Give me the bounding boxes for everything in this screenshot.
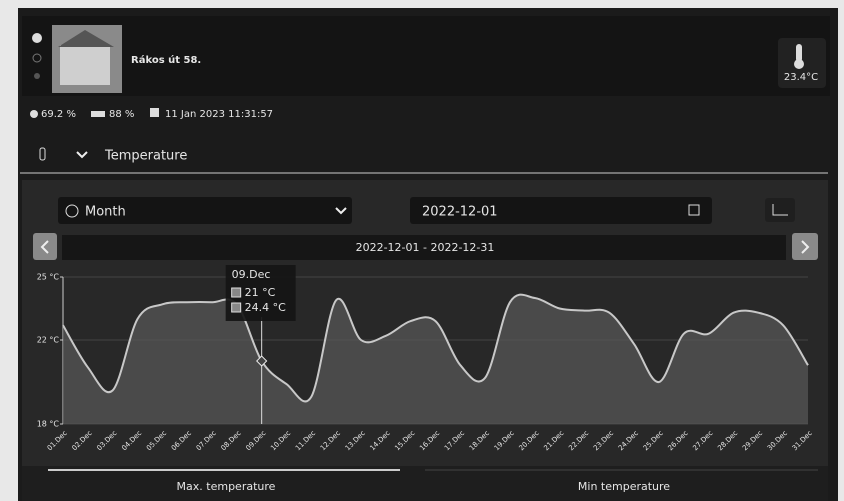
tooltip-item: 24.4 °C	[245, 301, 286, 314]
section-icon	[39, 147, 46, 161]
tabs-bar	[22, 466, 828, 501]
y-tick-label: 25 °C	[37, 273, 60, 282]
prev-button[interactable]	[33, 233, 57, 260]
humidity-icon	[30, 110, 38, 118]
tooltip-swatch	[231, 302, 242, 313]
chart-button[interactable]	[765, 198, 795, 222]
date-input[interactable]	[410, 197, 712, 224]
range-bar	[62, 235, 786, 260]
house-shape	[60, 45, 110, 85]
house-roof	[58, 30, 114, 47]
period-select[interactable]	[58, 197, 352, 224]
next-arrow	[801, 240, 810, 254]
flag-icon	[150, 108, 159, 117]
share-icon[interactable]	[34, 73, 40, 79]
tooltip-title: 09.Dec	[232, 268, 271, 281]
section-title[interactable]: Temperature	[104, 149, 187, 164]
header-bar	[22, 16, 830, 96]
thermometer-bulb	[794, 59, 804, 69]
battery: 88 %	[109, 109, 134, 120]
cloud-icon	[32, 33, 42, 43]
prev-arrow	[40, 240, 49, 254]
battery-icon	[91, 111, 105, 117]
y-tick-label: 22 °C	[37, 336, 60, 345]
period-value[interactable]: Month	[85, 205, 126, 220]
date-value[interactable]: 2022-12-01	[422, 205, 498, 220]
select-chevron	[335, 207, 347, 215]
line	[62, 293, 809, 403]
next-button[interactable]	[792, 233, 818, 260]
hover-marker	[256, 355, 268, 367]
chevron[interactable]	[76, 151, 88, 159]
calendar-icon	[688, 204, 700, 216]
tab[interactable]: Max. temperature	[177, 480, 276, 493]
thermometer-icon	[796, 44, 802, 62]
current-temperature: 23.4°C	[784, 72, 818, 83]
timestamp: 11 Jan 2023 11:31:57	[165, 109, 273, 120]
clock-icon	[65, 204, 79, 218]
tooltip-swatch	[231, 287, 242, 298]
refresh-icon[interactable]	[32, 53, 42, 63]
humidity: 69.2 %	[41, 109, 76, 120]
range-label: 2022-12-01 - 2022-12-31	[356, 241, 495, 254]
chart-button-icon	[772, 204, 788, 216]
location-title: Rákos út 58.	[131, 54, 201, 66]
tab[interactable]: Min temperature	[578, 480, 670, 493]
y-tick-label: 18 °C	[37, 420, 60, 429]
tooltip-item: 21 °C	[245, 286, 276, 299]
